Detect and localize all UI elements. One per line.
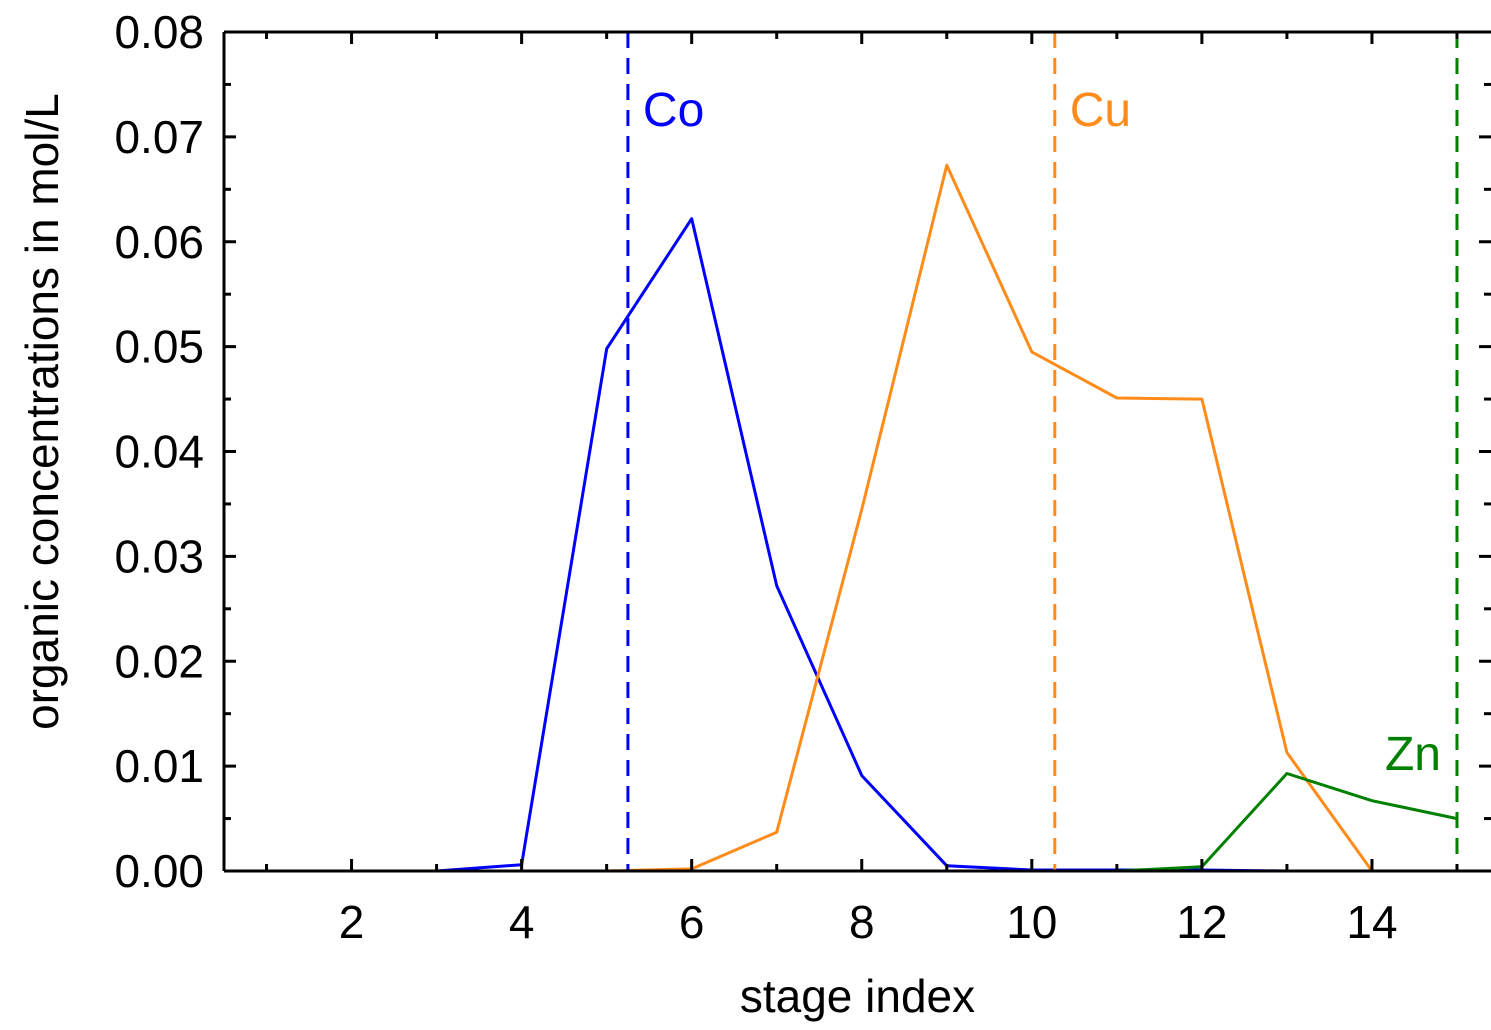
y-tick-label: 0.05	[114, 321, 204, 373]
x-tick-label: 12	[1176, 896, 1227, 948]
series-layer	[266, 163, 1458, 873]
y-tick-label: 0.00	[114, 845, 204, 897]
y-tick-label: 0.04	[114, 426, 204, 478]
x-tick-label: 14	[1346, 896, 1397, 948]
marker-label-co: Co	[643, 84, 704, 137]
series-line-cu	[266, 163, 1457, 873]
axes-layer	[222, 30, 1491, 873]
x-tick-label: 10	[1006, 896, 1057, 948]
marker-label-zn: Zn	[1385, 728, 1441, 781]
series-line-co	[266, 217, 1457, 873]
x-tick-label: 6	[679, 896, 705, 948]
series-line-zn	[266, 772, 1458, 873]
y-axis-title: organic concentrations in mol/L	[16, 93, 68, 730]
marker-label-cu: Cu	[1070, 84, 1131, 137]
y-tick-label: 0.01	[114, 740, 204, 792]
y-tick-label: 0.07	[114, 111, 204, 163]
x-tick-label: 2	[339, 896, 365, 948]
y-tick-label: 0.06	[114, 216, 204, 268]
marker-layer: Co Cu Zn	[626, 32, 1459, 871]
x-tick-label: 4	[509, 896, 535, 948]
x-tick-label: 8	[849, 896, 875, 948]
y-tick-label: 0.03	[114, 530, 204, 582]
y-tick-label: 0.02	[114, 635, 204, 687]
x-axis-title: stage index	[740, 970, 975, 1022]
tick-layer: 2 4 6 8 10 12 14 0.00 0.01 0.02 0.03 0.04 0.05 0.06 0.…	[114, 6, 1491, 948]
y-tick-label: 0.08	[114, 6, 204, 58]
